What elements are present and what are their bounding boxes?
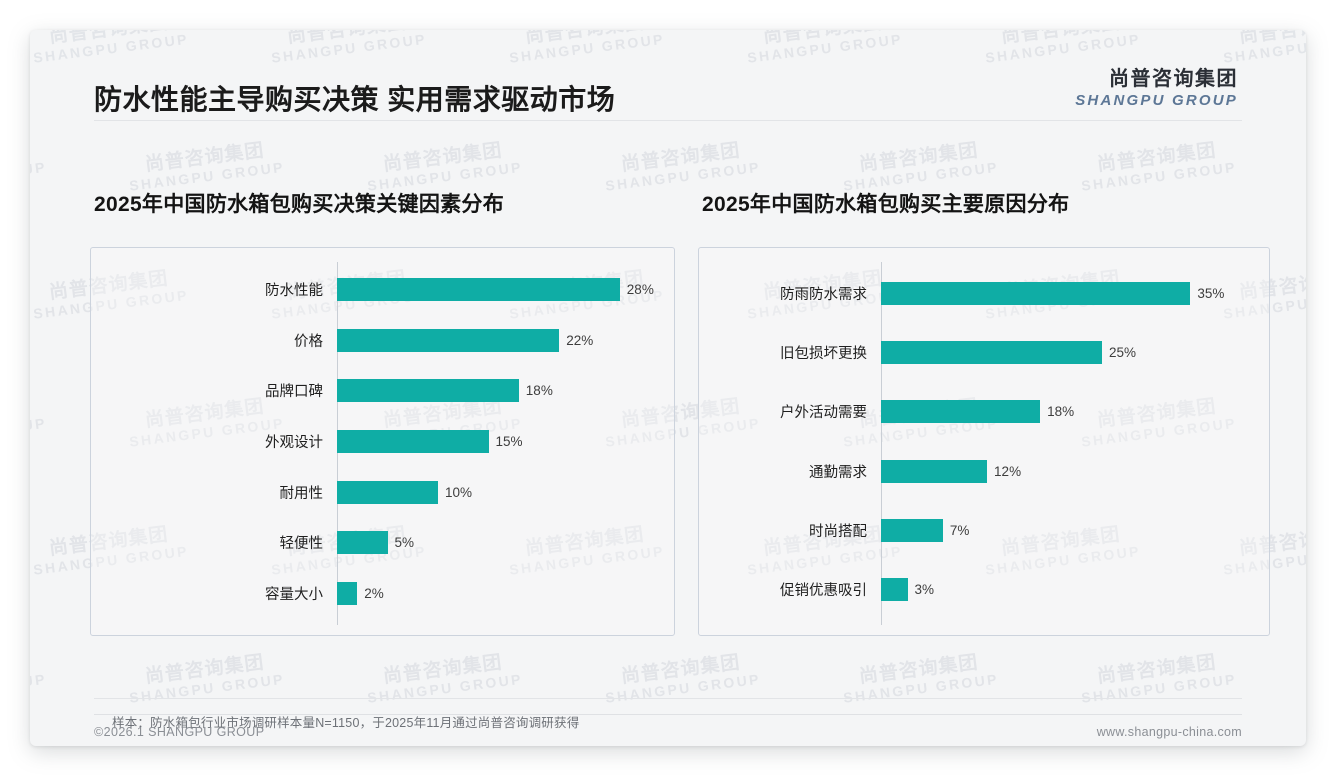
logo-chinese-text: 尚普咨询集团 [1109, 68, 1238, 90]
bar-segment[interactable] [881, 577, 908, 601]
bar-plot-left: 防水性能 28% 价格 22% 品牌口碑 18% 外观设计 15% 耐用性 10% 轻便性 5% 容量大… [91, 248, 674, 635]
bar-track: 7% [881, 518, 1269, 542]
note-divider [94, 698, 1242, 699]
bar-value-label: 25% [1108, 345, 1136, 361]
bar-segment[interactable] [337, 582, 358, 606]
bar-category-label: 防雨防水需求 [780, 287, 867, 304]
bar-value-label: 3% [914, 581, 935, 597]
bar-segment[interactable] [881, 400, 1041, 424]
bar-row: 通勤需求 12% [699, 449, 1269, 493]
bar-value-label: 7% [949, 522, 970, 538]
bar-value-label: 12% [994, 463, 1022, 479]
bar-track: 28% [337, 277, 674, 301]
bar-value-label: 22% [566, 332, 594, 348]
bar-track: 5% [337, 531, 674, 555]
chart-title-right: 2025年中国防水箱包购买主要原因分布 [702, 193, 1070, 216]
bar-value-label: 18% [1047, 404, 1075, 420]
bar-category-label: 防水性能 [265, 282, 323, 299]
bar-segment[interactable] [881, 518, 943, 542]
bar-track: 25% [881, 341, 1269, 365]
bar-segment[interactable] [337, 277, 620, 301]
bar-row: 促销优惠吸引 3% [699, 567, 1269, 611]
bar-category-label: 轻便性 [279, 536, 324, 553]
page-title: 防水性能主导购买决策 实用需求驱动市场 [94, 84, 616, 115]
bar-track: 10% [337, 480, 674, 504]
chart-block-decision-factors: 2025年中国防水箱包购买决策关键因素分布 防水性能 28% 价格 22% 品牌口碑 18… [90, 140, 675, 636]
footer-website[interactable]: www.shangpu-china.com [1096, 725, 1242, 739]
bar-row: 容量大小 2% [91, 572, 674, 616]
brand-logo: 尚普咨询集团 SHANGPU GROUP [1075, 68, 1238, 109]
bar-plot-right: 防雨防水需求 35% 旧包损坏更换 25% 户外活动需要 18% 通勤需求 12% 时尚搭配 7%… [699, 248, 1269, 635]
bar-row: 耐用性 10% [91, 470, 674, 514]
bar-row: 轻便性 5% [91, 521, 674, 565]
bar-category-label: 通勤需求 [809, 464, 867, 481]
bar-row: 防雨防水需求 35% [699, 272, 1269, 316]
slide-header: 防水性能主导购买决策 实用需求驱动市场 尚普咨询集团 SHANGPU GROUP [30, 30, 1306, 121]
bar-value-label: 18% [525, 383, 553, 399]
chart-block-purchase-reasons: 2025年中国防水箱包购买主要原因分布 防雨防水需求 35% 旧包损坏更换 25% 户外… [698, 140, 1270, 636]
chart-panel-right: 防雨防水需求 35% 旧包损坏更换 25% 户外活动需要 18% 通勤需求 12% 时尚搭配 7%… [698, 247, 1270, 636]
bar-category-label: 户外活动需要 [780, 405, 867, 422]
bar-value-label: 28% [626, 281, 654, 297]
bar-segment[interactable] [881, 341, 1102, 365]
bar-value-label: 15% [495, 433, 523, 449]
bar-category-label: 容量大小 [265, 587, 323, 604]
bar-category-label: 外观设计 [265, 434, 323, 451]
bar-category-label: 价格 [294, 333, 323, 350]
bar-row: 品牌口碑 18% [91, 369, 674, 413]
bar-track: 3% [881, 577, 1269, 601]
bar-segment[interactable] [337, 429, 489, 453]
bar-category-label: 品牌口碑 [265, 384, 323, 401]
bar-row: 旧包损坏更换 25% [699, 331, 1269, 375]
footer-copyright: ©2026.1 SHANGPU GROUP [94, 725, 265, 739]
bar-category-label: 促销优惠吸引 [780, 582, 867, 599]
bar-segment[interactable] [337, 531, 388, 555]
bar-row: 外观设计 15% [91, 419, 674, 463]
bar-value-label: 10% [445, 484, 473, 500]
bar-segment[interactable] [337, 379, 519, 403]
bar-row: 价格 22% [91, 318, 674, 362]
bar-track: 35% [881, 282, 1269, 306]
bar-track: 12% [881, 459, 1269, 483]
logo-english-text: SHANGPU GROUP [1075, 91, 1238, 109]
chart-title-left: 2025年中国防水箱包购买决策关键因素分布 [94, 193, 505, 216]
bar-track: 18% [337, 379, 674, 403]
bar-category-label: 旧包损坏更换 [780, 346, 867, 363]
bar-track: 2% [337, 582, 674, 606]
bar-category-label: 耐用性 [279, 485, 324, 502]
bar-segment[interactable] [337, 480, 438, 504]
bar-track: 15% [337, 429, 674, 453]
bar-row: 防水性能 28% [91, 267, 674, 311]
bar-track: 18% [881, 400, 1269, 424]
bar-value-label: 2% [364, 586, 384, 602]
bar-row: 户外活动需要 18% [699, 390, 1269, 434]
bar-value-label: 5% [394, 535, 415, 551]
header-divider [94, 120, 1242, 121]
slide-footer: ©2026.1 SHANGPU GROUP www.shangpu-china.… [30, 718, 1306, 746]
bar-track: 22% [337, 328, 674, 352]
bar-segment[interactable] [337, 328, 560, 352]
chart-axis-line-right [881, 262, 882, 625]
bar-category-label: 时尚搭配 [809, 523, 867, 540]
bar-value-label: 35% [1197, 286, 1225, 302]
bar-segment[interactable] [881, 282, 1191, 306]
chart-panel-left: 防水性能 28% 价格 22% 品牌口碑 18% 外观设计 15% 耐用性 10% 轻便性 5% 容量大… [90, 247, 675, 636]
sample-note: 样本：防水箱包行业市场调研样本量N=1150，于2025年11月通过尚普咨询调研… [112, 716, 580, 730]
footer-divider [94, 714, 1242, 715]
bar-row: 时尚搭配 7% [699, 508, 1269, 552]
bar-segment[interactable] [881, 459, 988, 483]
